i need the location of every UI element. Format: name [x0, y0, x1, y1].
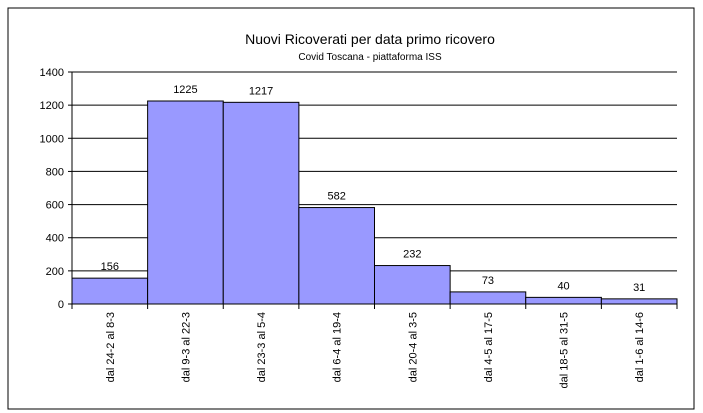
chart-subtitle: Covid Toscana - piattaforma ISS: [298, 52, 442, 63]
x-tick-label: dal 6-4 al 19-4: [332, 312, 344, 382]
bar: [525, 296, 602, 305]
x-tick-label: dal 4-5 al 17-5: [483, 312, 495, 382]
x-tick-label: dal 9-3 al 22-3: [180, 312, 192, 382]
y-tick-label: 1400: [40, 67, 64, 79]
bar: [449, 291, 527, 305]
bar: [374, 265, 451, 305]
y-tick-label: 1000: [40, 133, 64, 145]
chart-title: Nuovi Ricoverati per data primo ricovero: [245, 31, 495, 47]
x-tick-label: dal 24-2 al 8-3: [105, 312, 117, 382]
x-tick-label: dal 23-3 al 5-4: [256, 312, 268, 382]
y-tick-label: 200: [46, 266, 64, 278]
data-label: 40: [557, 280, 569, 292]
x-tick-label: dal 20-4 al 3-5: [407, 312, 419, 382]
y-tick-label: 800: [46, 166, 64, 178]
data-label: 1217: [249, 85, 273, 97]
chart-frame: [7, 7, 695, 410]
bar: [600, 298, 678, 305]
y-tick-label: 0: [58, 299, 64, 311]
x-tick-label: dal 18-5 al 31-5: [559, 312, 571, 388]
data-label: 73: [482, 275, 494, 287]
data-label: 156: [101, 261, 119, 273]
bar: [222, 101, 300, 305]
bar: [298, 207, 375, 305]
y-tick-label: 1200: [40, 100, 64, 112]
x-tick-label: dal 1-6 al 14-6: [634, 312, 646, 382]
data-label: 31: [633, 282, 645, 294]
data-label: 1225: [173, 84, 197, 96]
bar: [147, 100, 224, 305]
data-label: 582: [328, 191, 346, 203]
y-tick-label: 600: [46, 200, 64, 212]
bar: [71, 277, 149, 305]
y-tick-label: 400: [46, 233, 64, 245]
data-label: 232: [403, 249, 421, 261]
